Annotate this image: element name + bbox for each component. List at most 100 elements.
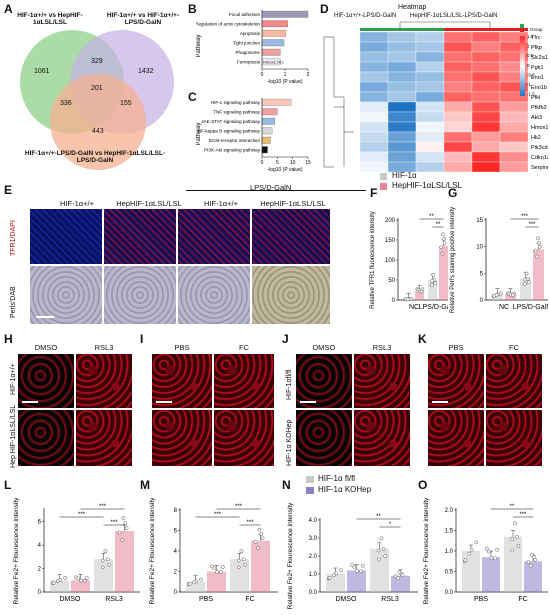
heatmap-cell bbox=[359, 31, 389, 43]
data-point bbox=[533, 557, 537, 562]
scale-bar bbox=[22, 401, 38, 403]
data-point bbox=[524, 271, 529, 276]
row-label-j2: HIF-1α KOHep bbox=[286, 419, 293, 466]
tick-label: 3.0 bbox=[309, 536, 318, 542]
tick-label: TNF signaling pathway bbox=[213, 110, 260, 115]
x-tick-label: PBS bbox=[474, 596, 488, 603]
legend-label-hep: HepHIF-1αLSL/LSL bbox=[392, 181, 462, 190]
micrograph-j-2-2 bbox=[354, 410, 410, 466]
bar-chart-f: Relative TFR1 fluorescence intensity 0 50 1… bbox=[370, 211, 448, 311]
bar bbox=[261, 29, 287, 37]
legend-tick: 1 bbox=[527, 44, 530, 49]
group-legend-swatch bbox=[520, 28, 524, 32]
tick-label: 2 bbox=[174, 570, 178, 576]
data-point bbox=[537, 240, 541, 245]
data-point bbox=[358, 569, 363, 573]
heatmap-cell bbox=[415, 81, 445, 93]
data-point bbox=[187, 582, 192, 586]
legend-label-wt: HIF-1α bbox=[392, 171, 417, 180]
data-point bbox=[100, 565, 105, 570]
data-point bbox=[433, 281, 438, 286]
heatmap-cell bbox=[359, 51, 389, 63]
tick-label: 4 bbox=[38, 543, 42, 549]
panel-label-h: H bbox=[4, 332, 13, 346]
data-point bbox=[379, 536, 384, 541]
heatmap-cell bbox=[443, 31, 473, 43]
micrograph-k-1-1 bbox=[428, 354, 484, 408]
data-point bbox=[523, 282, 527, 286]
x-tick-label: FC bbox=[518, 596, 527, 603]
tick-label: 0 bbox=[480, 298, 484, 304]
tick-label: 0 bbox=[261, 72, 264, 78]
data-point bbox=[63, 575, 67, 580]
data-point bbox=[463, 558, 468, 562]
tick-label: 50 bbox=[388, 278, 395, 284]
heatmap-cell bbox=[359, 111, 389, 123]
bar bbox=[533, 249, 544, 300]
bar bbox=[261, 127, 273, 135]
bar bbox=[504, 536, 522, 592]
bar bbox=[370, 548, 389, 592]
legend-tick: 1.5 bbox=[527, 34, 534, 39]
data-point bbox=[495, 547, 499, 552]
bar bbox=[261, 10, 309, 18]
data-point bbox=[526, 560, 531, 564]
tick-label: Phagosome bbox=[235, 50, 260, 55]
data-point bbox=[212, 566, 217, 571]
venn-count-s23: 155 bbox=[120, 100, 132, 107]
heatmap-cell bbox=[387, 61, 417, 73]
bar bbox=[261, 108, 278, 116]
gene-label: Pik3cd bbox=[531, 145, 548, 151]
data-point bbox=[191, 580, 196, 585]
tick-label: 0 bbox=[38, 590, 42, 596]
significance-label: ** bbox=[436, 222, 441, 228]
micrograph-i-2-1 bbox=[152, 410, 212, 466]
heatmap-cell bbox=[443, 111, 473, 123]
heatmap-cell bbox=[499, 131, 529, 143]
data-point bbox=[530, 552, 534, 557]
legend-tick: 0.5 bbox=[527, 53, 534, 58]
col-label-i1: PBS bbox=[174, 343, 190, 352]
micrograph-k-1-2 bbox=[486, 354, 542, 408]
x-tick-label: PBS bbox=[199, 596, 213, 603]
bar bbox=[524, 561, 542, 592]
heatmap-cell bbox=[359, 71, 389, 83]
data-point bbox=[236, 558, 241, 563]
col-label-h2: RSL3 bbox=[94, 343, 114, 352]
data-point bbox=[55, 579, 60, 583]
heatmap-cell bbox=[471, 61, 501, 73]
venn-label-1: HIF-1α+/+ vs HepHIF-1αLSL/LSL bbox=[17, 12, 83, 27]
x-tick-label: RSL3 bbox=[105, 596, 123, 603]
group-label: Group bbox=[530, 27, 543, 32]
gene-label: Eno1b bbox=[531, 85, 547, 91]
tick-label: 10 bbox=[476, 245, 483, 251]
col-label-j1: DMSO bbox=[312, 343, 336, 352]
data-point bbox=[331, 573, 336, 577]
row-label-h1: HIF-1α+/+ bbox=[10, 363, 17, 395]
lps-bracket bbox=[186, 190, 366, 191]
micrograph-k-2-2 bbox=[486, 410, 542, 466]
micrograph-i-1-1 bbox=[152, 354, 212, 408]
heatmap-cell bbox=[471, 121, 501, 133]
significance-label: *** bbox=[235, 504, 243, 510]
heatmap-cell bbox=[499, 141, 529, 153]
significance-label: *** bbox=[521, 214, 529, 220]
micrograph-h-1-1 bbox=[18, 354, 74, 408]
micrograph-e-1-2 bbox=[104, 209, 176, 264]
gene-label: Pgk1 bbox=[531, 65, 544, 71]
tick-label: 0 bbox=[261, 160, 264, 166]
heatmap-cell bbox=[415, 111, 445, 123]
scale-bar bbox=[156, 401, 172, 403]
heatmap-cell bbox=[387, 31, 417, 43]
data-point bbox=[360, 563, 365, 568]
heatmap-cell bbox=[443, 121, 473, 133]
gene-label: Pfkfb3 bbox=[531, 105, 547, 111]
tick-label: 15 bbox=[476, 218, 483, 224]
data-point bbox=[239, 549, 244, 554]
tick-label: 4.0 bbox=[309, 518, 318, 524]
data-point bbox=[493, 556, 497, 561]
x-tick-label: DMSO bbox=[60, 596, 82, 603]
bar bbox=[71, 580, 90, 592]
data-point bbox=[84, 575, 89, 580]
significance-label: *** bbox=[519, 512, 527, 518]
